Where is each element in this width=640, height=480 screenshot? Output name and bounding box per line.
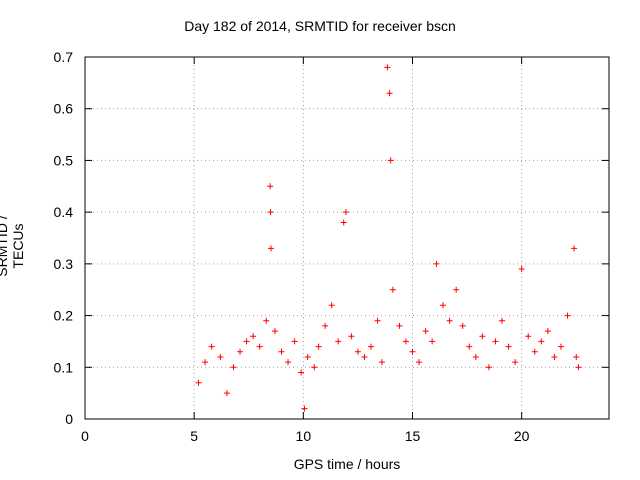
- data-point: [267, 183, 274, 190]
- x-tick-label: 5: [190, 428, 198, 444]
- data-point: [268, 245, 275, 252]
- y-tick-label: 0: [65, 411, 73, 427]
- data-point: [453, 286, 460, 293]
- data-point: [202, 359, 209, 366]
- data-point: [409, 348, 416, 355]
- x-tick-label: 15: [405, 428, 421, 444]
- data-point: [525, 333, 532, 340]
- data-point: [499, 317, 506, 324]
- data-point: [263, 317, 270, 324]
- data-point: [564, 312, 571, 319]
- data-point: [387, 157, 394, 164]
- data-point: [396, 322, 403, 329]
- axis-ticks: 0 0.1 0.2 0.3 0.4 0.5 0.6 0.7 0 5 10 15 20: [54, 49, 609, 444]
- data-point: [505, 343, 512, 350]
- x-tick-label: 20: [514, 428, 530, 444]
- data-point: [384, 64, 391, 71]
- data-point: [328, 302, 335, 309]
- data-point: [538, 338, 545, 345]
- data-point: [243, 338, 250, 345]
- data-point: [485, 364, 492, 371]
- data-point: [291, 338, 298, 345]
- data-point: [322, 322, 329, 329]
- data-point: [230, 364, 237, 371]
- data-point: [459, 322, 466, 329]
- data-point: [466, 343, 473, 350]
- data-points: [195, 64, 582, 412]
- data-point: [416, 359, 423, 366]
- data-point: [348, 333, 355, 340]
- data-point: [429, 338, 436, 345]
- data-point: [267, 209, 274, 216]
- data-point: [361, 353, 368, 360]
- data-point: [492, 338, 499, 345]
- data-point: [374, 317, 381, 324]
- data-point: [256, 343, 263, 350]
- y-tick-label: 0.2: [54, 308, 74, 324]
- data-point: [479, 333, 486, 340]
- data-point: [271, 328, 278, 335]
- data-point: [422, 328, 429, 335]
- x-tick-label: 10: [296, 428, 312, 444]
- data-point: [237, 348, 244, 355]
- data-point: [575, 364, 582, 371]
- data-point: [433, 260, 440, 267]
- data-point: [195, 379, 202, 386]
- chart-title: Day 182 of 2014, SRMTID for receiver bsc…: [184, 18, 456, 34]
- y-tick-label: 0.1: [54, 359, 74, 375]
- data-point: [217, 353, 224, 360]
- data-point: [446, 317, 453, 324]
- data-point: [440, 302, 447, 309]
- data-point: [551, 353, 558, 360]
- data-point: [571, 245, 578, 252]
- y-tick-label: 0.4: [54, 204, 74, 220]
- data-point: [544, 328, 551, 335]
- y-tick-label: 0.7: [54, 49, 74, 65]
- x-axis-label: GPS time / hours: [293, 456, 401, 472]
- y-tick-label: 0.3: [54, 256, 74, 272]
- data-point: [389, 286, 396, 293]
- data-point: [531, 348, 538, 355]
- data-point: [285, 359, 292, 366]
- grid-lines: [85, 57, 609, 419]
- data-point: [402, 338, 409, 345]
- data-point: [573, 353, 580, 360]
- data-point: [378, 359, 385, 366]
- data-point: [354, 348, 361, 355]
- data-point: [335, 338, 342, 345]
- data-point: [298, 369, 305, 376]
- data-point: [368, 343, 375, 350]
- data-point: [223, 390, 230, 397]
- data-point: [315, 343, 322, 350]
- data-point: [250, 333, 257, 340]
- y-axis-label: SRMTID / TECUs: [0, 215, 26, 277]
- data-point: [304, 353, 311, 360]
- data-point: [557, 343, 564, 350]
- data-point: [311, 364, 318, 371]
- plot-frame: [84, 56, 610, 420]
- data-point: [301, 405, 308, 412]
- data-point: [340, 219, 347, 226]
- data-point: [518, 266, 525, 273]
- data-point: [472, 353, 479, 360]
- y-tick-label: 0.5: [54, 152, 74, 168]
- data-point: [342, 209, 349, 216]
- data-point: [278, 348, 285, 355]
- x-tick-label: 0: [81, 428, 89, 444]
- y-tick-label: 0.6: [54, 101, 74, 117]
- data-point: [386, 90, 393, 97]
- data-point: [208, 343, 215, 350]
- data-point: [512, 359, 519, 366]
